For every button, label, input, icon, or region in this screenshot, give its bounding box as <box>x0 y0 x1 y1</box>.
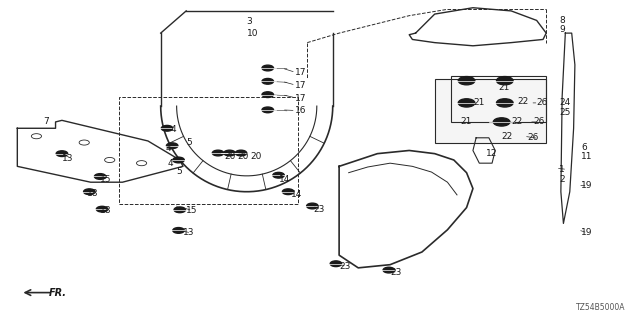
Circle shape <box>262 92 273 98</box>
Text: 25: 25 <box>559 108 570 117</box>
Circle shape <box>95 174 106 179</box>
Text: 16: 16 <box>294 106 306 115</box>
Bar <box>119 97 298 204</box>
Circle shape <box>262 107 273 113</box>
Text: 22: 22 <box>511 117 522 126</box>
Circle shape <box>458 99 475 107</box>
Text: 17: 17 <box>294 81 306 90</box>
Circle shape <box>497 76 513 85</box>
Text: 26: 26 <box>527 133 538 142</box>
Text: 23: 23 <box>339 262 351 271</box>
Text: 13: 13 <box>62 154 74 163</box>
Circle shape <box>262 65 273 71</box>
Circle shape <box>97 206 108 212</box>
Circle shape <box>262 78 273 84</box>
Text: 18: 18 <box>88 189 99 198</box>
Text: 18: 18 <box>100 206 111 215</box>
Text: 24: 24 <box>559 99 570 108</box>
Text: 26: 26 <box>537 99 548 108</box>
Circle shape <box>236 150 246 156</box>
Text: 17: 17 <box>294 94 306 103</box>
Text: 21: 21 <box>460 117 472 126</box>
Text: 4: 4 <box>166 144 172 153</box>
Text: 4: 4 <box>170 125 176 134</box>
Circle shape <box>84 189 95 195</box>
Text: 1: 1 <box>559 165 564 174</box>
Text: 14: 14 <box>278 174 290 184</box>
Text: 19: 19 <box>581 181 593 190</box>
Text: 23: 23 <box>390 268 401 277</box>
Text: 7: 7 <box>43 117 49 126</box>
Text: 12: 12 <box>486 149 497 158</box>
Text: 8: 8 <box>559 16 564 25</box>
Text: 13: 13 <box>183 228 195 237</box>
Circle shape <box>493 118 510 126</box>
Circle shape <box>307 203 318 209</box>
Circle shape <box>330 261 342 267</box>
Bar <box>451 76 546 122</box>
Text: 2: 2 <box>559 174 564 184</box>
Circle shape <box>273 172 284 178</box>
Text: TZ54B5000A: TZ54B5000A <box>577 303 626 312</box>
Text: 5: 5 <box>177 167 182 176</box>
Text: 6: 6 <box>581 143 587 152</box>
Text: 21: 21 <box>499 83 510 92</box>
Bar <box>435 79 546 142</box>
Circle shape <box>166 143 178 148</box>
Text: 14: 14 <box>291 190 303 199</box>
Text: 26: 26 <box>534 117 545 126</box>
Text: 21: 21 <box>473 99 484 108</box>
Text: 20: 20 <box>225 152 236 161</box>
Circle shape <box>282 189 294 195</box>
Circle shape <box>497 99 513 107</box>
Text: 9: 9 <box>559 25 564 35</box>
Text: 3: 3 <box>246 17 252 26</box>
Text: 23: 23 <box>314 205 325 214</box>
Circle shape <box>173 157 184 163</box>
Text: 15: 15 <box>186 206 198 215</box>
Text: 10: 10 <box>246 28 258 38</box>
Text: 22: 22 <box>518 97 529 106</box>
Text: 19: 19 <box>581 228 593 237</box>
Circle shape <box>174 207 186 213</box>
Text: 5: 5 <box>186 138 192 147</box>
Text: 20: 20 <box>250 152 261 161</box>
Text: 20: 20 <box>237 152 248 161</box>
Text: 22: 22 <box>502 132 513 141</box>
Circle shape <box>56 151 68 156</box>
Text: 4: 4 <box>167 159 173 168</box>
Circle shape <box>458 76 475 85</box>
Text: 17: 17 <box>294 68 306 77</box>
Circle shape <box>173 228 184 233</box>
Circle shape <box>212 150 224 156</box>
Text: FR.: FR. <box>49 288 67 298</box>
Text: 15: 15 <box>100 174 111 184</box>
Circle shape <box>224 150 236 156</box>
Text: 11: 11 <box>581 152 593 161</box>
Circle shape <box>161 125 173 131</box>
Circle shape <box>383 267 394 273</box>
